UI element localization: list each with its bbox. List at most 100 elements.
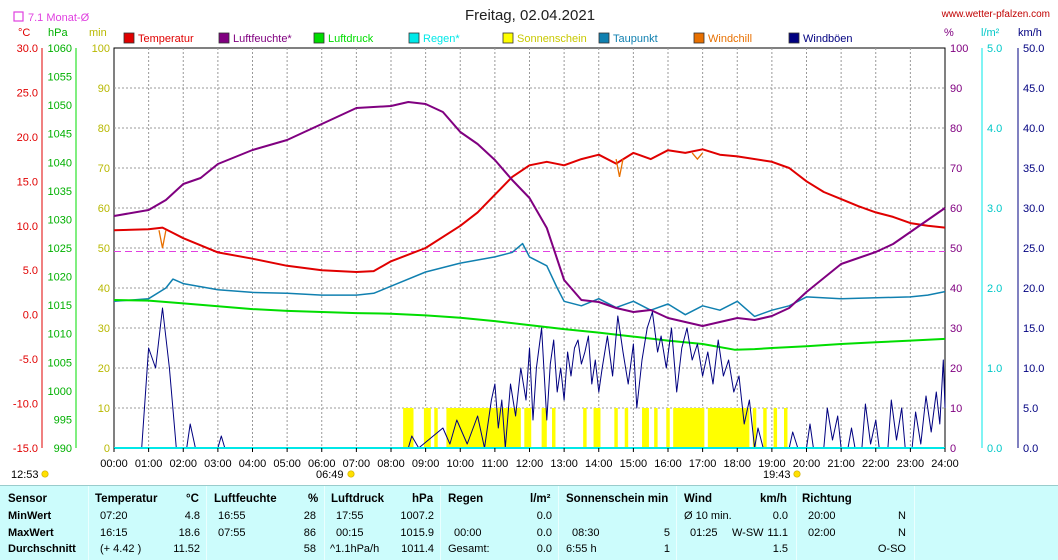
y-tick-label-humidity: 10 bbox=[950, 403, 962, 415]
temp-avg-note: (+ 4.42 ) bbox=[100, 543, 142, 555]
legend-swatch bbox=[788, 32, 800, 44]
series-line-hum bbox=[113, 101, 946, 327]
sunshine-bar bbox=[763, 408, 767, 448]
y-tick-label-wind: 45.0 bbox=[1023, 83, 1044, 95]
sunrise-time: 12:53 bbox=[11, 469, 39, 481]
y-tick-label-wind: 25.0 bbox=[1023, 243, 1044, 255]
y-tick-label-pressure: 995 bbox=[54, 414, 72, 426]
y-tick-label-humidity: 70 bbox=[950, 163, 962, 175]
y-tick-label-sunshine: 0 bbox=[104, 443, 110, 455]
sun-avg-value: 1 bbox=[663, 543, 670, 555]
y-tick-label-rain: 4.0 bbox=[987, 123, 1002, 135]
rain-total-label: Gesamt: bbox=[448, 543, 490, 555]
x-tick-label: 00:00 bbox=[100, 458, 128, 470]
sunshine-bar bbox=[642, 408, 649, 448]
series-line-dew bbox=[113, 242, 946, 318]
sunshine-bar bbox=[552, 408, 556, 448]
legend-swatch bbox=[123, 32, 135, 44]
y-tick-label-temp: -5.0 bbox=[19, 354, 38, 366]
sunrise-icon bbox=[41, 470, 49, 478]
y-tick-label-wind: 30.0 bbox=[1023, 203, 1044, 215]
legend-swatch bbox=[408, 32, 420, 44]
y-tick-label-wind: 15.0 bbox=[1023, 323, 1044, 335]
x-tick-label: 13:00 bbox=[550, 458, 578, 470]
wind-column: Wind km/h Ø 10 min. 0.0 01:25 W-SW 11.1 … bbox=[676, 486, 797, 560]
temp-max-time: 16:15 bbox=[100, 527, 128, 539]
y-tick-label-temp: -10.0 bbox=[13, 399, 38, 411]
dir-avg-value: O-SO bbox=[877, 543, 906, 555]
x-tick-label: 15:00 bbox=[620, 458, 648, 470]
temp-avg-value: 11.52 bbox=[173, 543, 200, 555]
y-tick-label-humidity: 40 bbox=[950, 283, 962, 295]
x-tick-label: 12:00 bbox=[516, 458, 544, 470]
dir-min-value: N bbox=[898, 510, 906, 522]
sunshine-bar bbox=[423, 408, 431, 448]
x-tick-label: 18:00 bbox=[723, 458, 751, 470]
sunshine-bar bbox=[593, 408, 601, 448]
y-tick-label-rain: 2.0 bbox=[987, 283, 1002, 295]
sunshine-bar bbox=[783, 408, 788, 448]
y-tick-label-sunshine: 70 bbox=[98, 163, 110, 175]
y-tick-label-humidity: 100 bbox=[950, 43, 968, 55]
y-tick-label-wind: 50.0 bbox=[1023, 43, 1044, 55]
dir-max-value: N bbox=[898, 527, 906, 539]
legend-swatch bbox=[502, 32, 514, 44]
x-tick-label: 19:00 bbox=[758, 458, 786, 470]
x-tick-label: 09:00 bbox=[412, 458, 440, 470]
unit-sunshine: min bbox=[89, 27, 107, 39]
y-tick-label-pressure: 1020 bbox=[48, 272, 72, 284]
y-tick-label-temp: 20.0 bbox=[17, 132, 38, 144]
legend-swatch bbox=[313, 32, 325, 44]
hum-avg-value: 58 bbox=[303, 543, 316, 555]
x-tick-label: 04:00 bbox=[239, 458, 267, 470]
temp-min-time: 07:20 bbox=[100, 510, 128, 522]
y-tick-label-humidity: 90 bbox=[950, 83, 962, 95]
y-tick-label-sunshine: 20 bbox=[98, 363, 110, 375]
x-tick-label: 07:00 bbox=[343, 458, 371, 470]
sunshine-bar bbox=[541, 408, 547, 448]
y-tick-label-pressure: 1040 bbox=[48, 157, 72, 169]
x-tick-label: 16:00 bbox=[654, 458, 682, 470]
y-tick-label-pressure: 1035 bbox=[48, 186, 72, 198]
x-tick-label: 05:00 bbox=[273, 458, 301, 470]
x-tick-label: 24:00 bbox=[931, 458, 959, 470]
x-tick-label: 01:00 bbox=[135, 458, 163, 470]
legend-entry: Windchill bbox=[708, 33, 752, 45]
hum-max-value: 86 bbox=[303, 527, 316, 539]
y-tick-label-wind: 20.0 bbox=[1023, 283, 1044, 295]
sunshine-bar bbox=[654, 408, 658, 448]
y-tick-label-pressure: 1055 bbox=[48, 72, 72, 84]
site-url: www.wetter-pfalzen.com bbox=[941, 9, 1050, 20]
y-tick-label-pressure: 1060 bbox=[48, 43, 72, 55]
y-tick-label-sunshine: 40 bbox=[98, 283, 110, 295]
row-label-avg: Durchschnitt bbox=[8, 543, 76, 555]
series-line-windchill bbox=[691, 152, 704, 161]
wind-max-dir: W-SW bbox=[732, 527, 764, 539]
sunshine-bar bbox=[773, 408, 778, 448]
y-tick-label-humidity: 60 bbox=[950, 203, 962, 215]
hum-min-time: 16:55 bbox=[218, 510, 246, 522]
wind-avg10-label: Ø 10 min. bbox=[684, 510, 732, 522]
y-tick-label-wind: 10.0 bbox=[1023, 363, 1044, 375]
unit-humidity: % bbox=[944, 27, 954, 39]
y-tick-label-pressure: 1000 bbox=[48, 386, 72, 398]
legend-entry: Regen* bbox=[423, 33, 460, 45]
y-tick-label-pressure: 1050 bbox=[48, 100, 72, 112]
x-tick-label: 02:00 bbox=[169, 458, 197, 470]
temp-min-value: 4.8 bbox=[184, 510, 200, 522]
x-tick-label: 03:00 bbox=[204, 458, 232, 470]
x-tick-label: 10:00 bbox=[446, 458, 474, 470]
unit-pressure: hPa bbox=[48, 27, 68, 39]
x-tick-label: 06:00 bbox=[308, 458, 336, 470]
sunshine-bar bbox=[403, 408, 414, 448]
press-max-value: 1015.9 bbox=[400, 527, 434, 539]
y-tick-label-sunshine: 80 bbox=[98, 123, 110, 135]
hum-column: Luftfeuchte % 16:55 28 07:55 86 58 bbox=[206, 486, 325, 560]
wind-max-time: 01:25 bbox=[690, 527, 718, 539]
sensor-column: Sensor MinWert MaxWert Durchschnitt bbox=[0, 486, 89, 560]
x-tick-label: 17:00 bbox=[689, 458, 717, 470]
y-tick-label-sunshine: 10 bbox=[98, 403, 110, 415]
sunshine-bar bbox=[673, 408, 705, 448]
y-tick-label-wind: 0.0 bbox=[1023, 443, 1038, 455]
wind-unit: km/h bbox=[760, 493, 787, 505]
